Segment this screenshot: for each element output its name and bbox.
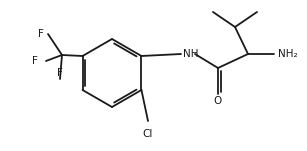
Text: O: O — [214, 96, 222, 106]
Text: Cl: Cl — [143, 129, 153, 139]
Text: F: F — [38, 29, 44, 39]
Text: NH₂: NH₂ — [278, 49, 297, 59]
Text: F: F — [32, 56, 38, 66]
Text: NH: NH — [183, 49, 199, 59]
Text: F: F — [57, 68, 63, 78]
